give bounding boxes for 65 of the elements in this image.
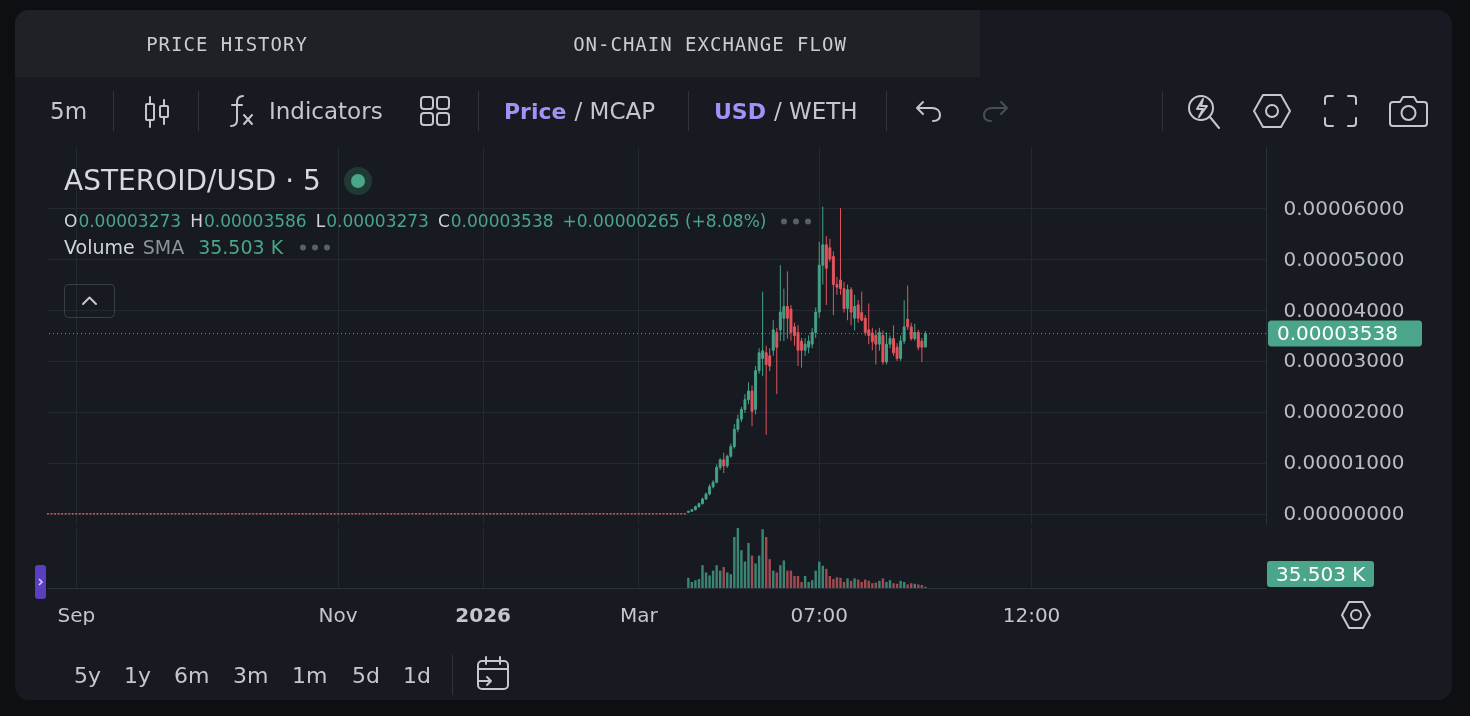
bar: [687, 577, 690, 588]
y-tick-label: 0.00005000: [1283, 246, 1405, 271]
text: / MCAP: [574, 97, 656, 124]
bar: [906, 584, 909, 588]
bar: [885, 582, 888, 588]
annotation: 0.00003586: [203, 210, 307, 231]
annotation: L: [315, 210, 326, 231]
text: / WETH: [773, 97, 858, 124]
annotation: SMA: [142, 235, 185, 258]
text: 5y: [74, 663, 102, 688]
y-tick-label: 0.00001000: [1283, 450, 1405, 475]
annotation: 0.00003273: [326, 210, 429, 231]
annotation: +0.00000265 (+8.08%): [562, 210, 767, 231]
y-tick-label: 0.00000000: [1283, 501, 1405, 526]
bar: [839, 577, 842, 588]
bar: [708, 575, 711, 588]
text: 1m: [292, 663, 328, 688]
text: 1y: [124, 663, 152, 688]
y-tick-label: 0.00004000: [1283, 297, 1405, 322]
bar: [846, 578, 849, 588]
text: ON-CHAIN EXCHANGE FLOW: [573, 32, 847, 55]
annotation: C: [437, 210, 450, 231]
bar: [747, 543, 750, 588]
annotation: O: [64, 210, 78, 231]
bar: [825, 568, 828, 588]
text: Indicators: [269, 97, 383, 124]
bar: [715, 565, 718, 588]
bar: [871, 583, 874, 588]
bar: [853, 578, 856, 588]
text: ASTEROID/USD · 5: [64, 164, 321, 197]
annotation: Volume: [64, 235, 135, 258]
ref-line-label: 0.00003538: [1277, 320, 1398, 345]
text: 5d: [352, 663, 380, 688]
bar: [917, 584, 920, 588]
text: USD: [714, 98, 766, 123]
bar: [694, 580, 697, 588]
bar: [878, 580, 881, 588]
y-tick-label: 0.00002000: [1283, 399, 1405, 424]
bar: [701, 565, 704, 588]
text: PRICE HISTORY: [146, 32, 308, 55]
annotation: H: [190, 210, 203, 231]
text: 35.503 K: [1267, 561, 1375, 587]
bar: [832, 579, 835, 588]
bar: [761, 529, 764, 588]
candlestick: [690, 508, 694, 513]
x-tick-label: 07:00: [790, 602, 849, 627]
annotation: 0.00003273: [78, 210, 182, 231]
x-tick-label: Nov: [318, 602, 358, 627]
bar: [899, 580, 902, 588]
annotation: 0.00003538: [450, 210, 554, 231]
bar: [786, 570, 789, 588]
text: 5m: [50, 97, 88, 124]
x-tick-label: Sep: [57, 602, 96, 627]
x-tick-label: Mar: [619, 602, 659, 627]
text: 3m: [233, 663, 269, 688]
x-tick-label: 12:00: [1002, 602, 1061, 627]
bar: [892, 583, 895, 588]
text: Price: [504, 98, 567, 123]
text: 6m: [174, 663, 210, 688]
annotation: 35.503 K: [198, 235, 284, 258]
y-tick-label: 0.00006000: [1283, 195, 1405, 220]
bar: [860, 582, 863, 588]
y-tick-label: 0.00003000: [1283, 348, 1405, 373]
text: 1d: [403, 663, 431, 688]
x-tick-label: 2026: [455, 602, 511, 627]
